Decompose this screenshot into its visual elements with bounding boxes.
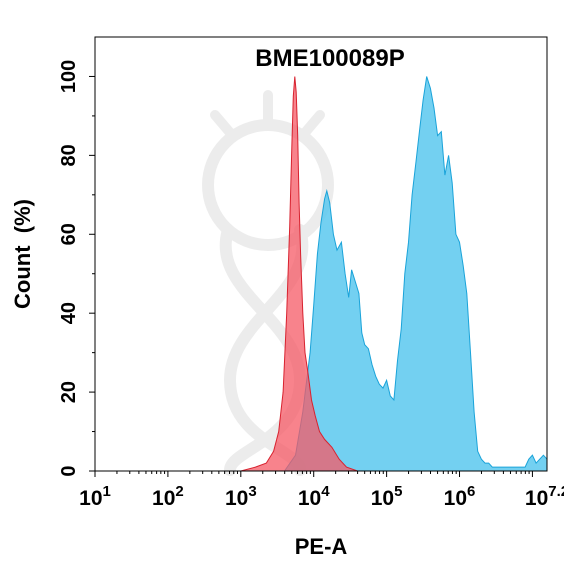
x-axis-title: PE-A [295,534,348,559]
y-tick-label: 100 [58,60,80,93]
chart-title: BME100089P [255,45,404,72]
y-tick-label: 40 [58,302,80,324]
plot-frame [94,36,548,472]
x-axis: 101 102 103 104 105 106 107.2 [79,471,564,510]
y-tick-label: 0 [58,465,80,476]
x-tick-label: 103 [225,483,257,510]
series-area-control [240,76,358,472]
x-tick-label: 105 [371,483,403,510]
x-tick-label: 101 [79,483,111,510]
y-tick-label: 20 [58,381,80,403]
y-axis: 0 20 40 60 80 100 [58,60,95,477]
x-tick-label: 102 [152,483,184,510]
series-area-positive [283,76,548,472]
x-tick-label: 107.2 [525,483,564,510]
y-tick-label: 60 [58,223,80,245]
x-tick-label: 104 [298,483,330,510]
x-tick-label: 106 [444,483,476,510]
y-tick-label: 80 [58,144,80,166]
y-axis-title: Count (%) [10,199,35,309]
